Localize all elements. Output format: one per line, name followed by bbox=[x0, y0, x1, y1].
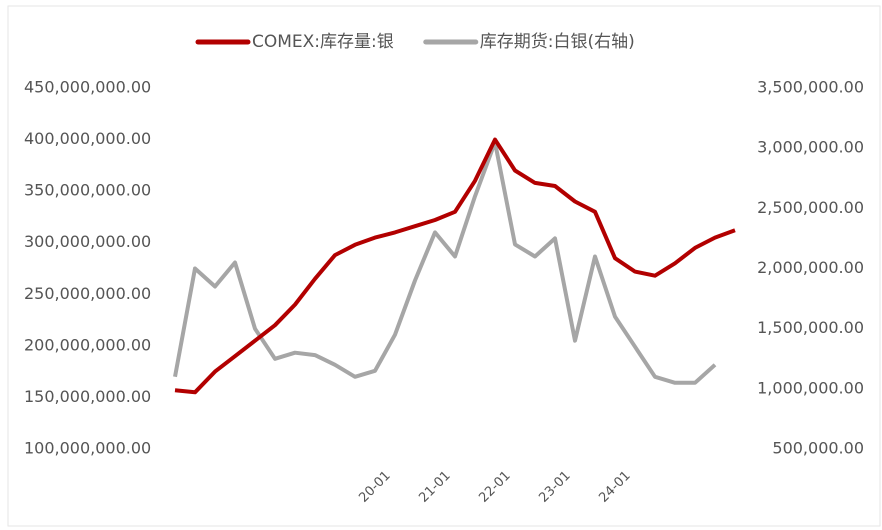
y2-tick-label: 500,000.00 bbox=[772, 439, 864, 458]
y2-tick-label: 2,500,000.00 bbox=[757, 198, 864, 217]
chart-frame bbox=[7, 5, 881, 527]
legend-label: 库存期货:白银(右轴) bbox=[480, 32, 635, 52]
y-tick-label: 450,000,000.00 bbox=[24, 78, 151, 97]
series-line bbox=[174, 137, 736, 395]
y2-tick-label: 2,000,000.00 bbox=[757, 258, 864, 277]
y2-tick-label: 3,000,000.00 bbox=[757, 138, 864, 157]
series-line bbox=[173, 140, 717, 385]
y2-tick-label: 3,500,000.00 bbox=[757, 78, 864, 97]
y-tick-label: 250,000,000.00 bbox=[24, 284, 151, 303]
y2-tick-label: 1,500,000.00 bbox=[757, 318, 864, 337]
y2-tick-label: 1,000,000.00 bbox=[757, 378, 864, 397]
y-tick-label: 400,000,000.00 bbox=[24, 129, 151, 148]
legend-label: COMEX:库存量:银 bbox=[252, 32, 394, 52]
y-tick-label: 100,000,000.00 bbox=[24, 439, 151, 458]
y-tick-label: 350,000,000.00 bbox=[24, 181, 151, 200]
y-tick-label: 300,000,000.00 bbox=[24, 232, 151, 251]
y-tick-label: 200,000,000.00 bbox=[24, 335, 151, 354]
y-tick-label: 150,000,000.00 bbox=[24, 387, 151, 406]
